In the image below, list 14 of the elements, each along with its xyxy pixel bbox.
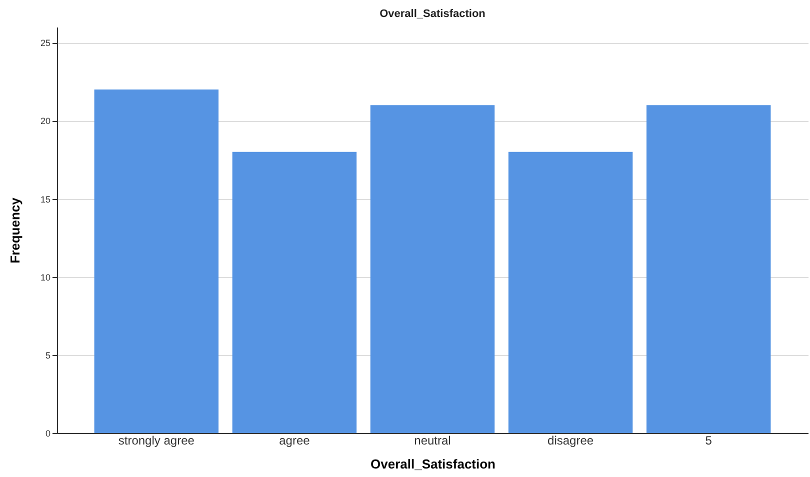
x-tick-label: agree xyxy=(279,434,310,448)
x-tick-label: disagree xyxy=(548,434,594,448)
y-axis-title: Frequency xyxy=(7,196,22,264)
y-tick-label: 25 xyxy=(40,38,50,48)
chart-title: Overall_Satisfaction xyxy=(380,8,486,20)
y-tick-label: 5 xyxy=(45,350,50,360)
x-axis-title: Overall_Satisfaction xyxy=(370,456,496,472)
y-tick-label: 20 xyxy=(40,116,50,126)
y-tick-label: 10 xyxy=(40,272,50,282)
y-tick-label: 0 xyxy=(45,428,50,438)
x-tick-label: 5 xyxy=(705,434,712,448)
y-tick-label: 15 xyxy=(40,194,50,204)
x-tick-label: neutral xyxy=(414,434,451,448)
x-tick-label: strongly agree xyxy=(118,434,195,448)
